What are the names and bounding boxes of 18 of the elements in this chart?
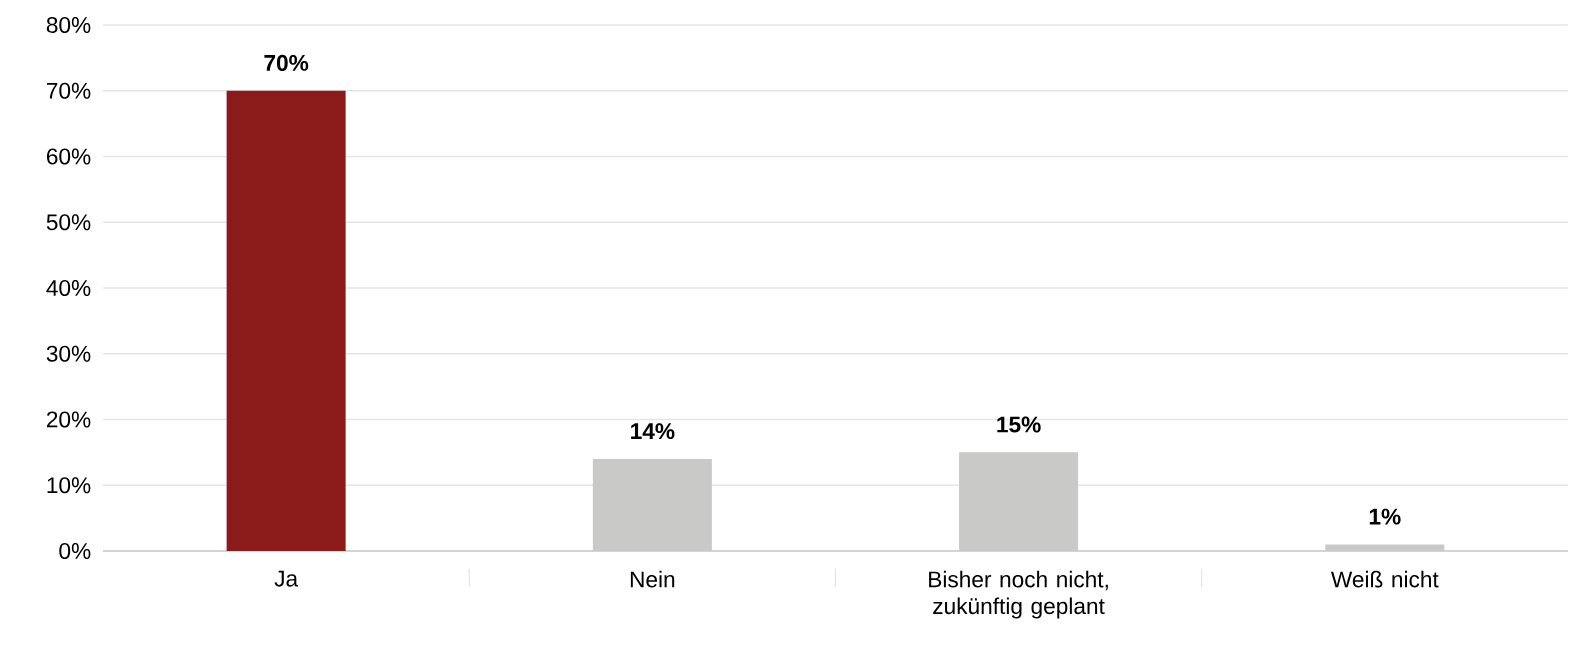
x-tick-label: Bisher noch nicht, zukünftig geplant bbox=[929, 570, 1108, 619]
x-tick-label: Ja bbox=[274, 570, 299, 587]
y-tick-label: 50% bbox=[46, 214, 91, 231]
bar bbox=[226, 90, 346, 551]
y-tick-label: 80% bbox=[46, 16, 91, 34]
data-label: 14% bbox=[631, 423, 675, 440]
data-label: 70% bbox=[264, 54, 309, 71]
y-tick-label: 10% bbox=[47, 477, 91, 494]
y-tick-label: 40% bbox=[46, 279, 91, 297]
data-label: 1% bbox=[1369, 508, 1401, 525]
y-tick-label: 60% bbox=[46, 148, 91, 165]
x-tick-label: Weiß nicht bbox=[1330, 570, 1439, 588]
y-tick-label: 70% bbox=[47, 82, 91, 99]
y-tick-label: 0% bbox=[59, 542, 91, 560]
x-tick-label: Nein bbox=[630, 570, 675, 588]
y-tick-label: 30% bbox=[46, 345, 91, 362]
data-label: 15% bbox=[997, 416, 1041, 433]
y-tick-label: 20% bbox=[46, 411, 91, 428]
